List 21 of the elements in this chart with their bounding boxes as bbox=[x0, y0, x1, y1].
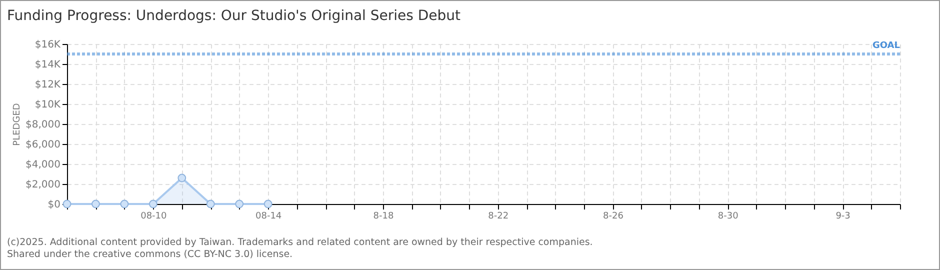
y-tick-label: $12K bbox=[34, 80, 61, 90]
x-tick-label: 08-14 bbox=[255, 212, 282, 222]
text: (c)2025. Additional content provided by Taiwan. Trademarks and related content are owned by their respective companies. bbox=[7, 237, 593, 249]
y-tick-label: $4,000 bbox=[26, 160, 60, 170]
y-tick-label: $2,000 bbox=[26, 180, 60, 190]
y-tick-label: $8,000 bbox=[26, 120, 60, 130]
text: Shared under the creative commons (CC BY-NC 3.0) license. bbox=[7, 249, 294, 261]
y-tick-label: $10K bbox=[34, 100, 61, 110]
x-tick-label: 9-3 bbox=[836, 212, 850, 222]
x-tick-label: 8-30 bbox=[718, 212, 739, 222]
x-tick-label: 8-26 bbox=[603, 212, 624, 222]
x-tick-label: 08-10 bbox=[140, 212, 168, 222]
ref-line-label: GOAL bbox=[872, 41, 900, 51]
x-tick-label: 8-18 bbox=[373, 212, 394, 222]
y-tick-label: $16K bbox=[34, 40, 61, 50]
y-tick-label: $6,000 bbox=[26, 140, 60, 150]
x-tick-label: 8-22 bbox=[488, 212, 509, 222]
y-axis-title: PLEDGED bbox=[12, 103, 23, 146]
chart-title: Funding Progress: Underdogs: Our Studio's Original Series Debut bbox=[7, 8, 462, 24]
y-tick-label: $0 bbox=[48, 200, 60, 210]
y-tick-label: $14K bbox=[34, 60, 61, 70]
